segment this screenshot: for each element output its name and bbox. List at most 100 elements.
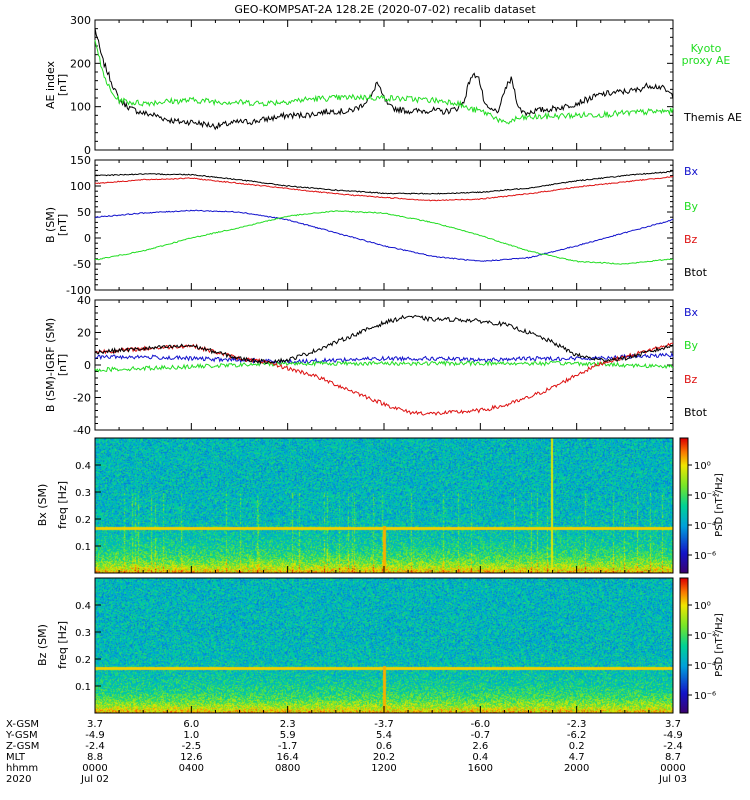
x-axis-ephemeris-table: X-GSMY-GSMZ-GSMMLThhmm20203.7-4.9-2.48.8…: [5, 719, 687, 785]
series-line-bz: [94, 175, 674, 202]
legend-bsm-bx: Bx: [684, 165, 699, 178]
x-axis-cell: 2000: [564, 763, 589, 774]
ae-series: [94, 28, 674, 131]
x-axis-cell: 8.8: [87, 752, 103, 763]
bz-colorbar-label: PSD [nT²/Hz]: [714, 613, 725, 677]
x-axis-cell: 0.2: [569, 741, 585, 752]
legend-bigrf-bz: Bz: [684, 373, 698, 386]
series-line-themis-ae: [94, 28, 674, 131]
series-line-by: [94, 210, 674, 265]
series-line-btot: [94, 170, 674, 195]
colorbar-tick-label: 10⁻⁴: [694, 521, 716, 532]
series-line-bx: [94, 352, 674, 365]
bx-colorbar-holder: [680, 438, 688, 573]
x-axis-cell: 6.0: [183, 719, 199, 730]
x-axis-cell: -0.7: [471, 730, 491, 741]
x-axis-cell: 4.7: [569, 752, 585, 763]
bz-colorbar: [680, 578, 688, 713]
x-axis-cell: 1.0: [183, 730, 199, 741]
bx-spec-y-ticks: 0.1 0.2 0.3 0.4: [75, 461, 674, 573]
x-axis-row-label: Z-GSM: [6, 741, 39, 752]
bigrf-series: [94, 314, 674, 416]
y-tick-label: 100: [70, 101, 91, 114]
y-tick-label: 0: [84, 232, 91, 245]
y-tick-label: 0.3: [75, 628, 91, 639]
bx-spec-ylabel: Bx (SM): [36, 484, 49, 527]
bx-spectrogram-panel: 0.10.20.30.4 Bx (SM) freq [Hz] 10⁰10⁻²10…: [36, 437, 725, 574]
bz-colorbar-holder: [680, 578, 688, 713]
bigrf-ylabel: B (SM)-IGRF (SM): [44, 318, 57, 412]
y-tick-label: -20: [73, 392, 91, 405]
x-axis-cell: 0800: [275, 763, 300, 774]
colorbar-tick-label: 10⁻⁶: [694, 551, 716, 562]
legend-bigrf-btot: Btot: [684, 406, 708, 419]
y-tick-label: 0.4: [75, 461, 91, 472]
y-tick-label: 20: [77, 327, 91, 340]
legend-bsm-bz: Bz: [684, 233, 698, 246]
bz-colorbar-ticks: 10⁰ 10⁻² 10⁻⁴ 10⁻⁶: [688, 601, 716, 702]
x-axis-cell: 1200: [371, 763, 396, 774]
bsm-yunit: [nT]: [56, 214, 69, 236]
ae-y-ticks: 0 100 200 300: [70, 14, 674, 157]
legend-kyoto-line2: proxy AE: [682, 54, 731, 67]
colorbar-tick-label: 10⁻²: [694, 491, 716, 502]
bigrf-plot-frame: [94, 299, 674, 431]
x-axis-cell: -2.3: [567, 719, 587, 730]
series-line-by: [94, 360, 674, 373]
x-axis-cell: 0400: [179, 763, 204, 774]
x-axis-cell: -1.7: [278, 741, 298, 752]
y-tick-label: -50: [73, 258, 91, 271]
x-axis-cell: 0000: [82, 763, 107, 774]
x-axis-cell: -2.5: [182, 741, 202, 752]
colorbar-tick-label: 10⁻⁴: [694, 661, 716, 672]
colorbar-tick-label: 10⁰: [694, 601, 711, 612]
x-axis-cell: 0.6: [376, 741, 392, 752]
colorbar-tick-label: 10⁻²: [694, 631, 716, 642]
x-axis-cell: 0.4: [472, 752, 488, 763]
colorbar-tick-label: 10⁻⁶: [694, 691, 716, 702]
x-axis-cell: 3.7: [87, 719, 103, 730]
legend-bsm-btot: Btot: [684, 266, 708, 279]
legend-bigrf-by: By: [684, 339, 699, 352]
x-axis-cell: 2.6: [472, 741, 488, 752]
x-axis-cell: 5.9: [280, 730, 296, 741]
series-line-btot: [94, 314, 674, 365]
x-axis-cell: Jul 03: [658, 774, 687, 785]
x-axis-cell: -2.4: [85, 741, 105, 752]
bx-spectrogram-image: [95, 438, 673, 573]
x-axis-cell: 3.7: [665, 719, 681, 730]
x-axis-cell: 5.4: [376, 730, 392, 741]
bz-spectrogram-image: [95, 578, 673, 713]
legend-kyoto-line1: Kyoto: [691, 42, 722, 55]
x-axis-cell: -2.4: [663, 741, 683, 752]
bx-colorbar-label: PSD [nT²/Hz]: [714, 473, 725, 537]
y-tick-label: 0.2: [75, 655, 91, 666]
bsm-series: [94, 170, 674, 265]
bx-colorbar: [680, 438, 688, 573]
x-axis-row-label: 2020: [6, 774, 31, 785]
bigrf-yunit: [nT]: [56, 354, 69, 376]
x-axis-cell: -4.9: [85, 730, 105, 741]
x-axis-cell: 20.2: [373, 752, 395, 763]
y-tick-label: 150: [70, 154, 91, 167]
bz-spec-yunit: freq [Hz]: [56, 621, 69, 669]
figure-title: GEO-KOMPSAT-2A 128.2E (2020-07-02) recal…: [234, 3, 536, 16]
y-tick-label: 0: [84, 144, 91, 157]
series-line-bx: [94, 209, 674, 262]
bsm-ylabel: B (SM): [44, 207, 57, 243]
ae-ylabel: AE index: [44, 60, 57, 109]
x-axis-cell: 12.6: [180, 752, 202, 763]
bx-spectrogram-canvas-holder: [95, 438, 673, 573]
x-axis-cell: -6.2: [567, 730, 587, 741]
x-axis-row-label: X-GSM: [6, 719, 39, 730]
bz-colorbar-frame: [679, 577, 689, 714]
y-tick-label: -100: [66, 284, 91, 297]
x-axis-cell: -4.9: [663, 730, 683, 741]
legend-bsm-by: By: [684, 200, 699, 213]
x-axis-cell: 8.7: [665, 752, 681, 763]
x-axis-cell: -3.7: [374, 719, 394, 730]
b-sm-panel: -100 -50 0 50 100 150 B (SM) [nT] Bx By Bz Bt…: [44, 154, 708, 297]
legend-themis-ae: Themis AE: [683, 111, 742, 124]
